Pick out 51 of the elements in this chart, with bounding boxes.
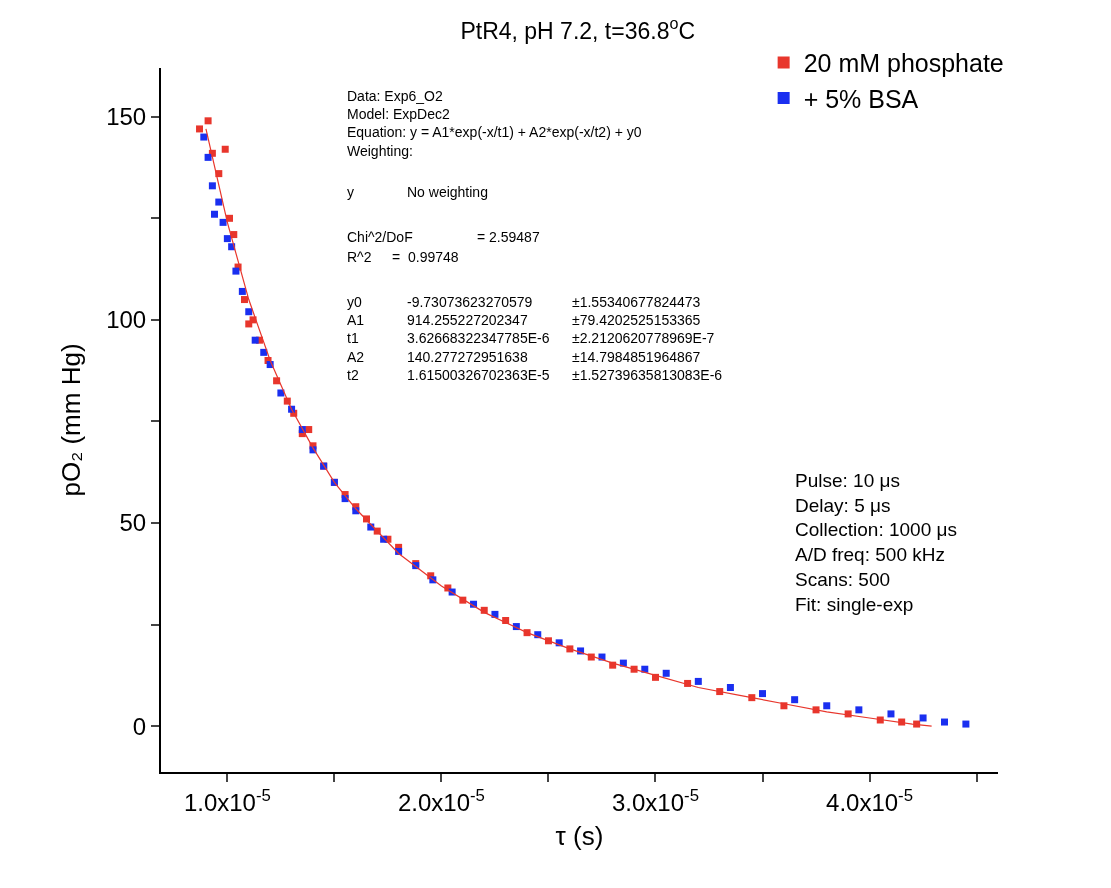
annotation: ±1.55340677824473 ±79.4202525153365 ±2.2120620778969E-7 ±14.7984851964867 ±1.52739635813083E-6 [572, 294, 723, 383]
point [204, 117, 212, 125]
point [823, 702, 831, 710]
annotation: -9.73073623270579 914.255227202347 3.62668322347785E-6 140.277272951638 1.61500326702363E-5 [407, 294, 550, 383]
point [726, 684, 734, 691]
point [196, 125, 204, 133]
point [662, 669, 670, 677]
point [962, 720, 970, 728]
y-tick-label: 50 [119, 509, 147, 537]
point [940, 718, 948, 726]
annotation: Pulse: 10 μs Delay: 5 μs Collection: 1000 μs A/D freq: 500 kHz Scans: 500 Fit: single-exp [795, 470, 957, 615]
point [221, 145, 229, 153]
x-tick-label: 4.0x10$^{-5}$ [826, 785, 914, 816]
annotation: = 2.59487 [477, 229, 540, 245]
point [240, 296, 248, 304]
point [238, 287, 246, 295]
annotation: No weighting [407, 184, 488, 200]
x-tick-label: 2.0x10$^{-5}$ [397, 785, 485, 816]
point [260, 348, 268, 356]
point [219, 218, 227, 226]
point [694, 677, 702, 685]
point [200, 133, 208, 141]
annotation: y0 A1 t1 A2 t2 [347, 294, 365, 383]
point [211, 210, 219, 218]
x-axis-title: τ (s) [555, 821, 604, 851]
point [215, 198, 223, 206]
annotation: Chi^2/DoF [347, 229, 413, 245]
chart-title: PtR4, pH 7.2, t=36.8$^{o}$C [460, 14, 696, 45]
annotation: = 0.99748 [392, 249, 459, 265]
point [204, 153, 212, 161]
point [208, 182, 216, 190]
x-tick-label: 1.0x10$^{-5}$ [183, 785, 271, 816]
point [919, 714, 927, 722]
y-tick-label: 0 [132, 712, 147, 740]
y-tick-label: 100 [106, 306, 147, 334]
point [791, 696, 799, 704]
x-tick-label: 3.0x10$^{-5}$ [612, 785, 699, 816]
legend-label: + 5% BSA [803, 84, 919, 113]
legend-label: 20 mM phosphate [803, 49, 1004, 78]
annotation: Data: Exp6_O2 Model: ExpDec2 Equation: y = A1*exp(-x/t1) + A2*exp(-x/t2) + y0 Weighting: [347, 88, 642, 159]
point [759, 690, 767, 698]
annotation: R^2 [347, 249, 372, 265]
y-tick-label: 150 [106, 103, 147, 131]
point [223, 235, 231, 243]
point [232, 267, 240, 275]
point [245, 308, 253, 316]
y-axis-title: pO₂ (mm Hg) [56, 343, 87, 497]
point [251, 336, 259, 344]
point [855, 706, 863, 714]
annotation: y [347, 184, 354, 200]
point [887, 710, 895, 718]
